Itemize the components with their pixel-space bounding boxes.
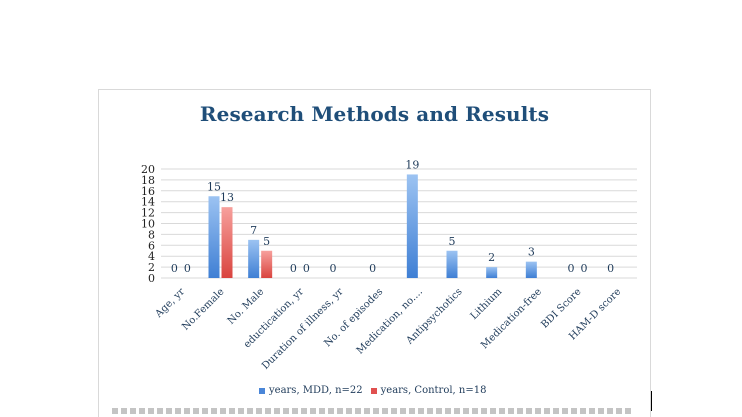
bar-mdd (446, 250, 458, 278)
data-label: 0 (581, 262, 588, 275)
bar-control (221, 207, 233, 278)
data-label: 19 (405, 158, 419, 171)
data-label: 15 (207, 180, 221, 193)
y-tick-label: 0 (148, 272, 155, 285)
y-tick-label: 12 (141, 207, 155, 220)
data-label: 0 (290, 262, 297, 275)
x-tick-label: No. Male (226, 286, 267, 327)
bar-mdd (525, 261, 537, 278)
data-label: 0 (303, 262, 310, 275)
legend-swatch-control (370, 387, 377, 394)
data-label: 13 (220, 191, 234, 204)
y-tick-label: 6 (148, 239, 155, 252)
y-tick-label: 16 (141, 185, 155, 198)
data-label: 0 (607, 262, 614, 275)
data-label: 5 (263, 235, 270, 248)
x-tick-label: No.Female (180, 286, 226, 332)
x-tick-label: Age, yr (153, 286, 187, 320)
y-tick-label: 10 (141, 218, 155, 231)
data-label: 5 (449, 235, 456, 248)
cropped-text-line (112, 408, 632, 414)
legend-item-mdd: years, MDD, n=22 (259, 385, 363, 396)
x-tick-label: Medication, no.... (355, 286, 425, 356)
y-tick-label: 2 (148, 261, 155, 274)
bar-control (261, 250, 273, 278)
x-tick-label: Lithium (469, 286, 505, 322)
y-tick-label: 4 (148, 250, 155, 263)
data-label: 0 (184, 262, 191, 275)
y-tick-label: 14 (141, 196, 155, 209)
data-label: 0 (330, 262, 337, 275)
text-cursor (651, 391, 652, 411)
chart-container: Research Methods and Results 0 2 4 6 8 10 12 14… (98, 89, 651, 417)
data-label: 0 (171, 262, 178, 275)
y-tick-label: 20 (141, 163, 155, 176)
legend-swatch-mdd (259, 387, 265, 394)
data-label: 0 (369, 262, 376, 275)
x-tick-label: Duration of illness, yr (260, 286, 346, 372)
data-label: 3 (528, 246, 535, 259)
legend-item-control: years, Control, n=18 (370, 385, 487, 396)
y-tick-label: 8 (148, 228, 155, 241)
data-label: 7 (250, 224, 257, 237)
bar-mdd (486, 267, 498, 278)
legend-label-control: years, Control, n=18 (380, 385, 487, 396)
data-label: 2 (488, 251, 495, 264)
bar-mdd (406, 174, 418, 278)
chart-legend: years, MDD, n=22 years, Control, n=18 (259, 385, 486, 396)
bar-mdd (248, 239, 260, 278)
y-tick-label: 18 (141, 174, 155, 187)
chart-title: Research Methods and Results (199, 102, 550, 126)
legend-label-mdd: years, MDD, n=22 (269, 385, 363, 396)
bar-mdd (208, 196, 220, 278)
data-label: 0 (568, 262, 575, 275)
